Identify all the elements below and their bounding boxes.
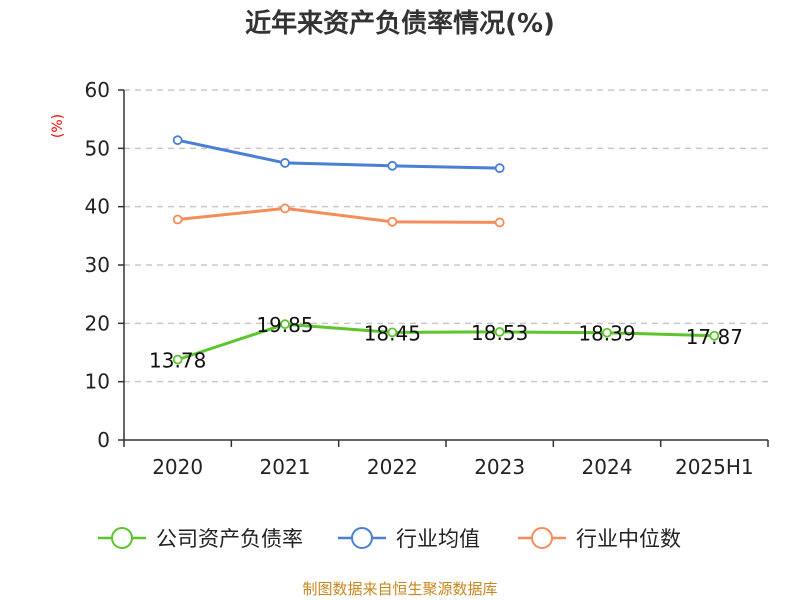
y-tick-label: 20	[85, 311, 110, 335]
y-tick-label: 10	[85, 370, 110, 394]
data-point-company	[280, 319, 290, 330]
data-label: 13.78	[149, 349, 206, 373]
x-tick-label: 2020	[152, 455, 203, 479]
data-label: 18.39	[578, 322, 635, 346]
x-tick-label: 2025H1	[675, 455, 754, 479]
legend-item-industry_median[interactable]: 行业中位数	[518, 527, 681, 551]
data-point-industry_avg	[280, 158, 290, 168]
data-point-industry_avg	[494, 163, 505, 174]
legend-item-industry_avg[interactable]: 行业均值	[338, 527, 480, 551]
axes: 0 10 20 30 40 50 60 2020 2021 2022 2023 2024 2025H1	[85, 78, 769, 479]
series-line-industry_avg	[177, 138, 500, 170]
data-point-company	[172, 354, 183, 365]
y-tick-label: 40	[85, 195, 110, 219]
data-point-company	[709, 330, 720, 341]
legend-item-company[interactable]: 公司资产负债率	[98, 527, 303, 551]
data-point-company	[494, 327, 505, 337]
data-point-company	[387, 327, 398, 338]
data-label: 18.45	[364, 321, 421, 345]
data-point-industry_median	[172, 214, 183, 225]
series-line-company	[177, 322, 715, 362]
source-note: 制图数据来自恒生聚源数据库	[302, 580, 497, 598]
y-tick-label: 0	[97, 428, 110, 452]
x-tick-label: 2024	[582, 455, 633, 479]
data-point-industry_median	[280, 203, 290, 214]
data-label: 19.85	[256, 313, 313, 337]
data-point-industry_median	[387, 216, 398, 227]
data-labels: 13.78 19.85 18.45 18.53 18.39 17.87	[149, 313, 743, 372]
legend-marker-icon	[351, 527, 373, 549]
data-point-industry_avg	[172, 135, 183, 146]
legend-label: 公司资产负债率	[156, 527, 303, 551]
y-axis-unit-label: (%)	[50, 114, 66, 138]
series-line-industry_median	[177, 206, 500, 224]
x-tick-label: 2022	[367, 455, 418, 479]
data-point-industry_median	[494, 217, 505, 228]
legend: 公司资产负债率 行业均值 行业中位数	[98, 527, 681, 551]
x-tick-label: 2023	[474, 455, 525, 479]
legend-label: 行业中位数	[576, 527, 681, 551]
data-point-company	[602, 327, 612, 338]
legend-marker-icon	[111, 527, 133, 549]
data-label: 17.87	[686, 325, 743, 349]
data-point-industry_avg	[387, 160, 398, 171]
series-lines	[172, 135, 720, 365]
grid-lines	[124, 89, 768, 383]
data-label: 18.53	[471, 321, 528, 345]
y-tick-label: 60	[85, 78, 110, 102]
legend-marker-icon	[531, 527, 553, 549]
x-tick-label: 2021	[260, 455, 311, 479]
y-tick-label: 50	[85, 136, 110, 160]
legend-label: 行业均值	[396, 527, 480, 551]
y-tick-label: 30	[85, 253, 110, 277]
chart-title: 近年来资产负债率情况(%)	[245, 8, 555, 39]
